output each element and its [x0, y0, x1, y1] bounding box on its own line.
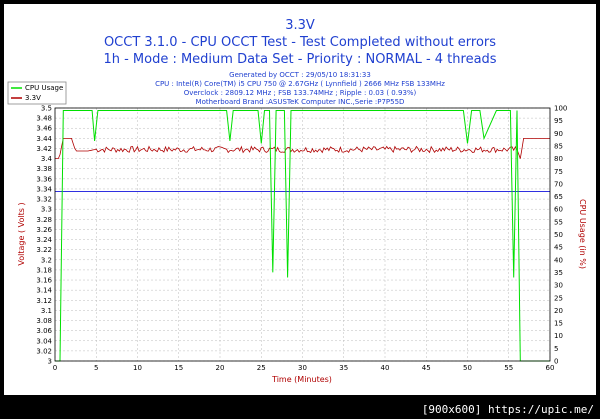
y2-tick-label: 25	[554, 294, 563, 302]
x-tick-label: 5	[94, 364, 98, 372]
y-tick-label: 3.16	[36, 277, 52, 285]
y2-tick-label: 100	[554, 105, 567, 113]
y-tick-label: 3.04	[36, 337, 52, 345]
y-tick-label: 3.14	[36, 287, 52, 295]
legend-label-3v3: 3.3V	[25, 94, 41, 102]
y2-axis-label: CPU Usage (in %)	[578, 199, 587, 269]
y-tick-label: 3.34	[36, 185, 52, 193]
y2-tick-label: 65	[554, 193, 563, 201]
y-tick-label: 3.02	[36, 347, 52, 355]
y2-tick-label: 60	[554, 206, 563, 214]
x-axis-label: Time (Minutes)	[271, 375, 332, 384]
legend-label-cpu: CPU Usage	[25, 84, 63, 92]
y-tick-labels: 3 3.02 3.04 3.06 3.08 3.1 3.12 3.14 3.16 3.18 3.2 3…	[36, 105, 52, 366]
y-tick-label: 3.1	[41, 307, 52, 315]
y-tick-label: 3.24	[36, 236, 52, 244]
y2-tick-label: 10	[554, 332, 563, 340]
series-cpu-usage-line	[55, 110, 550, 362]
y2-tick-label: 35	[554, 269, 563, 277]
x-tick-label: 25	[257, 364, 266, 372]
y2-tick-label: 20	[554, 307, 563, 315]
x-tick-label: 15	[174, 364, 183, 372]
info-motherboard: Motherboard Brand :ASUSTeK Computer INC.…	[196, 98, 405, 106]
y2-tick-label: 85	[554, 142, 563, 150]
y-tick-label: 3.5	[41, 105, 52, 113]
x-tick-label: 55	[504, 364, 513, 372]
plot-border	[54, 107, 551, 362]
y2-tick-label: 55	[554, 218, 563, 226]
x-tick-label: 20	[216, 364, 225, 372]
y-tick-label: 3.2	[41, 256, 52, 264]
y2-tick-label: 40	[554, 256, 563, 264]
y2-tick-label: 70	[554, 180, 563, 188]
y-tick-label: 3.44	[36, 135, 52, 143]
y2-tick-label: 0	[554, 358, 558, 366]
footer-watermark: [900x600] https://upic.me/	[421, 403, 594, 416]
x-tick-label: 10	[133, 364, 142, 372]
y-tick-label: 3.22	[36, 246, 52, 254]
y-tick-label: 3.06	[36, 327, 52, 335]
info-cpu: CPU : Intel(R) Core(TM) i5 CPU 750 @ 2.6…	[155, 80, 445, 88]
y-tick-label: 3.36	[36, 175, 52, 183]
y2-tick-label: 95	[554, 117, 563, 125]
y2-tick-label: 45	[554, 244, 563, 252]
y2-tick-label: 80	[554, 155, 563, 163]
grid	[54, 107, 551, 362]
y-tick-label: 3.46	[36, 125, 52, 133]
y-tick-label: 3.42	[36, 145, 52, 153]
y-tick-label: 3.3	[41, 206, 52, 214]
y2-tick-label: 30	[554, 282, 563, 290]
y2-tick-label: 75	[554, 168, 563, 176]
y-tick-label: 3.4	[41, 155, 53, 163]
y-tick-label: 3.28	[36, 216, 52, 224]
y-tick-label: 3.38	[36, 165, 52, 173]
y2-tick-label: 15	[554, 320, 563, 328]
y-axis-label: Voltage ( Volts )	[17, 202, 26, 265]
y-tick-label: 3.32	[36, 196, 52, 204]
x-tick-label: 50	[463, 364, 472, 372]
x-tick-labels: 0 5 10 15 20 25 30 35 40 45 50 55 60	[53, 364, 555, 372]
chart-subtitle-2: 1h - Mode : Medium Data Set - Priority :…	[103, 52, 496, 67]
y-tick-label: 3.12	[36, 297, 52, 305]
y-tick-label: 3	[48, 358, 52, 366]
series-3v3-line	[55, 137, 550, 160]
footer-bar: [900x600] https://upic.me/	[0, 399, 600, 419]
info-generated: Generated by OCCT : 29/05/10 18:31:33	[229, 71, 371, 79]
y2-tick-labels: 0 5 10 15 20 25 30 35 40 45 50 55 60 65 70 75 80 85 90 95 10…	[554, 105, 567, 366]
y2-tick-label: 90	[554, 130, 563, 138]
x-tick-label: 45	[422, 364, 431, 372]
x-tick-label: 30	[298, 364, 307, 372]
x-tick-label: 35	[339, 364, 348, 372]
y2-tick-label: 50	[554, 231, 563, 239]
y-tick-label: 3.26	[36, 226, 52, 234]
y-tick-label: 3.48	[36, 115, 52, 123]
x-tick-label: 0	[53, 364, 57, 372]
chart-title: 3.3V	[285, 18, 315, 33]
series-layer	[55, 110, 550, 362]
legend: CPU Usage 3.3V	[7, 81, 67, 105]
y-tick-label: 3.18	[36, 266, 52, 274]
y-tick-label: 3.08	[36, 317, 52, 325]
x-tick-label: 60	[546, 364, 555, 372]
chart-subtitle-1: OCCT 3.1.0 - CPU OCCT Test - Test Comple…	[104, 35, 496, 50]
y2-tick-label: 5	[554, 345, 558, 353]
x-tick-label: 40	[381, 364, 390, 372]
info-overclock: Overclock : 2809.12 MHz ; FSB 133.74MHz …	[184, 89, 417, 97]
